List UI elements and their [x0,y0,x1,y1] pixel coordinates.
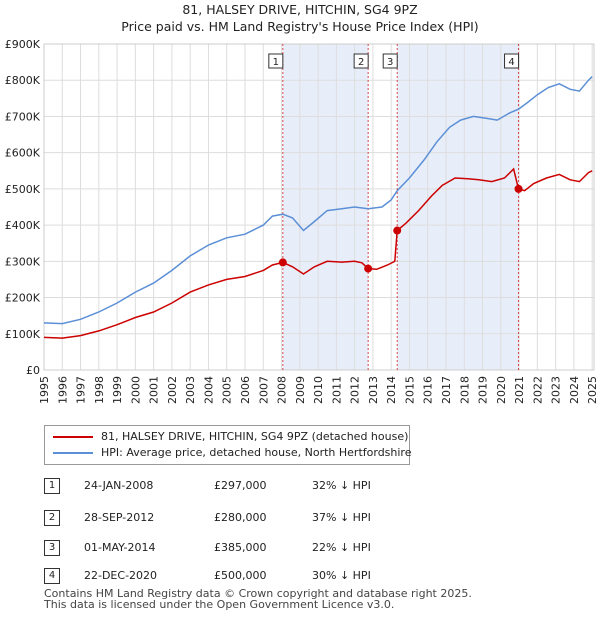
x-tick-label: 2009 [294,376,307,404]
sale-point [393,226,402,235]
x-tick-label: 2001 [148,376,161,404]
y-tick-label: £700K [5,110,41,123]
x-tick-label: 2013 [367,376,380,404]
sale-row: 3 01-MAY-2014 £385,000 22% ↓ HPI [44,540,404,558]
legend-label-price-paid: 81, HALSEY DRIVE, HITCHIN, SG4 9PZ (deta… [101,430,409,443]
footer-copyright: Contains HM Land Registry data © Crown c… [44,587,472,600]
sale-point [514,184,523,193]
sale-number: 3 [44,540,60,556]
x-tick-label: 2019 [477,376,490,404]
shaded-period [397,44,519,370]
x-tick-label: 2010 [312,376,325,404]
sale-number: 1 [44,478,60,494]
marker-label: 4 [508,57,514,68]
sale-row: 4 22-DEC-2020 £500,000 30% ↓ HPI [44,568,404,586]
sale-price: £297,000 [214,479,267,492]
x-tick-label: 2008 [276,376,289,404]
x-tick-label: 2018 [458,376,471,404]
chart-title: 81, HALSEY DRIVE, HITCHIN, SG4 9PZ [182,2,418,17]
x-tick-label: 2017 [440,376,453,404]
marker-label-box [382,53,398,69]
x-tick-label: 2002 [166,376,179,404]
sale-price: £500,000 [214,569,267,582]
x-tick-label: 2023 [550,376,563,404]
sale-hpi-diff: 37% ↓ HPI [312,511,371,524]
x-tick-label: 2025 [586,376,599,404]
footer-licence: This data is licensed under the Open Gov… [44,598,395,611]
y-tick-label: £800K [5,74,41,87]
y-tick-label: £400K [5,219,41,232]
sale-row: 1 24-JAN-2008 £297,000 32% ↓ HPI [44,478,404,496]
y-tick-label: £900K [5,38,41,51]
x-tick-label: 1996 [56,376,69,404]
legend-swatch-red [53,436,93,438]
y-tick-label: £200K [5,292,41,305]
sale-hpi-diff: 22% ↓ HPI [312,541,371,554]
x-tick-label: 2020 [495,376,508,404]
y-tick-label: £500K [5,183,41,196]
sale-date: 01-MAY-2014 [84,541,156,554]
marker-label-box [268,53,284,69]
x-tick-label: 2014 [385,376,398,404]
marker-label: 1 [273,57,279,68]
series-line [43,76,593,325]
x-tick-label: 2016 [422,376,435,404]
sale-number: 4 [44,568,60,584]
y-tick-label: £600K [5,147,41,160]
y-tick-label: £100K [5,328,41,341]
legend-item-price-paid: 81, HALSEY DRIVE, HITCHIN, SG4 9PZ (deta… [53,430,408,444]
x-tick-label: 2004 [202,376,215,404]
x-tick-label: 2021 [513,376,526,404]
sale-point [278,258,287,267]
x-tick-label: 1995 [38,376,51,404]
x-tick-label: 2005 [221,376,234,404]
sale-row: 2 28-SEP-2012 £280,000 37% ↓ HPI [44,510,404,528]
y-tick-label: £300K [5,255,41,268]
x-tick-label: 1999 [111,376,124,404]
footer: Contains HM Land Registry data © Crown c… [44,588,472,610]
x-tick-label: 2003 [184,376,197,404]
x-tick-label: 1998 [93,376,106,404]
x-tick-label: 2000 [129,376,142,404]
sale-date: 24-JAN-2008 [84,479,154,492]
legend: 81, HALSEY DRIVE, HITCHIN, SG4 9PZ (deta… [44,425,411,465]
marker-label-box [504,53,520,69]
legend-swatch-blue [53,452,93,454]
sale-hpi-diff: 30% ↓ HPI [312,569,371,582]
sale-hpi-diff: 32% ↓ HPI [312,479,371,492]
legend-label-hpi: HPI: Average price, detached house, Nort… [101,446,412,459]
sale-number: 2 [44,510,60,526]
x-tick-label: 2006 [239,376,252,404]
sale-price: £280,000 [214,511,267,524]
sale-date: 22-DEC-2020 [84,569,158,582]
x-tick-label: 2012 [349,376,362,404]
sale-date: 28-SEP-2012 [84,511,155,524]
chart-subtitle: Price paid vs. HM Land Registry's House … [121,19,479,34]
price-chart: £0 £100K £200K £300K £400K £500K £600K £700K £80… [5,38,599,404]
x-tick-label: 2011 [330,376,343,404]
y-tick-label: £0 [26,364,40,377]
x-tick-label: 2015 [403,376,416,404]
sale-point [364,264,373,273]
x-tick-label: 2024 [568,376,581,404]
marker-label: 2 [358,57,364,68]
plot-border [43,43,595,371]
legend-item-hpi: HPI: Average price, detached house, Nort… [53,446,411,460]
x-tick-label: 2007 [257,376,270,404]
x-tick-label: 1997 [75,376,88,404]
marker-label: 3 [387,57,393,68]
sale-price: £385,000 [214,541,267,554]
x-tick-label: 2022 [531,376,544,404]
marker-label-box [353,53,369,69]
